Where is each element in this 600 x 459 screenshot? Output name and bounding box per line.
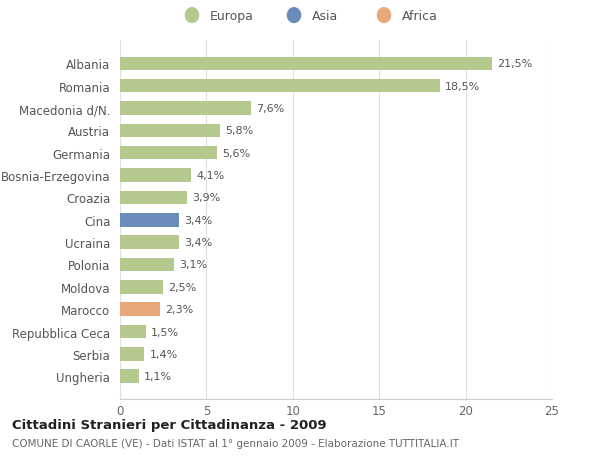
Text: 3,4%: 3,4% bbox=[184, 238, 212, 247]
Bar bbox=[120, 191, 187, 205]
Text: 7,6%: 7,6% bbox=[257, 104, 285, 114]
Text: COMUNE DI CAORLE (VE) - Dati ISTAT al 1° gennaio 2009 - Elaborazione TUTTITALIA.: COMUNE DI CAORLE (VE) - Dati ISTAT al 1°… bbox=[12, 438, 459, 448]
Bar bbox=[120, 280, 163, 294]
Bar bbox=[120, 213, 179, 227]
Bar bbox=[120, 147, 217, 160]
Text: 21,5%: 21,5% bbox=[497, 59, 532, 69]
Text: Cittadini Stranieri per Cittadinanza - 2009: Cittadini Stranieri per Cittadinanza - 2… bbox=[12, 418, 326, 431]
Text: 18,5%: 18,5% bbox=[445, 82, 480, 91]
Bar bbox=[120, 303, 160, 316]
Bar bbox=[120, 258, 173, 272]
Text: 1,5%: 1,5% bbox=[151, 327, 179, 337]
Text: Asia: Asia bbox=[312, 10, 338, 22]
Text: Africa: Africa bbox=[402, 10, 438, 22]
Text: 3,1%: 3,1% bbox=[179, 260, 207, 270]
Bar bbox=[120, 369, 139, 383]
Bar bbox=[120, 57, 491, 71]
Bar bbox=[120, 102, 251, 116]
Text: Europa: Europa bbox=[210, 10, 254, 22]
Text: 1,4%: 1,4% bbox=[149, 349, 178, 359]
Text: 3,9%: 3,9% bbox=[193, 193, 221, 203]
Text: 2,3%: 2,3% bbox=[165, 304, 193, 314]
Text: 5,8%: 5,8% bbox=[226, 126, 254, 136]
Bar bbox=[120, 347, 144, 361]
Text: 5,6%: 5,6% bbox=[222, 148, 250, 158]
Bar bbox=[120, 236, 179, 249]
Bar bbox=[120, 80, 440, 93]
Bar bbox=[120, 325, 146, 338]
Bar bbox=[120, 124, 220, 138]
Bar bbox=[120, 169, 191, 182]
Text: 3,4%: 3,4% bbox=[184, 215, 212, 225]
Text: 2,5%: 2,5% bbox=[169, 282, 197, 292]
Text: 4,1%: 4,1% bbox=[196, 171, 224, 181]
Text: 1,1%: 1,1% bbox=[144, 371, 172, 381]
